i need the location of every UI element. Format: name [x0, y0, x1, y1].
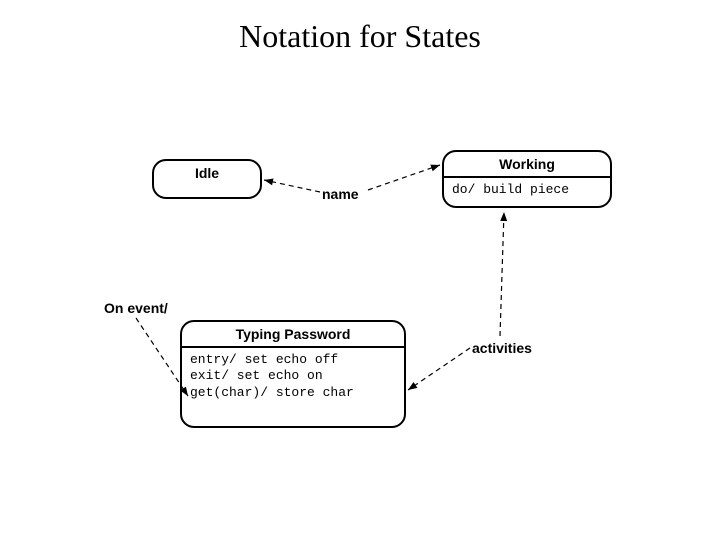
arrow-layer: [0, 0, 720, 540]
label-name: name: [322, 186, 359, 202]
state-working-name: Working: [444, 152, 610, 176]
state-working-activity: do/ build piece: [444, 178, 610, 202]
label-activities: activities: [472, 340, 532, 356]
state-typing-name: Typing Password: [182, 322, 404, 346]
state-typing-body: entry/ set echo off exit/ set echo on ge…: [182, 348, 404, 405]
state-idle: Idle: [152, 159, 262, 199]
label-onevent: On event/: [104, 300, 168, 316]
state-working: Working do/ build piece: [442, 150, 612, 208]
page-title: Notation for States: [0, 18, 720, 55]
state-idle-name: Idle: [154, 161, 260, 185]
state-typing: Typing Password entry/ set echo off exit…: [180, 320, 406, 428]
